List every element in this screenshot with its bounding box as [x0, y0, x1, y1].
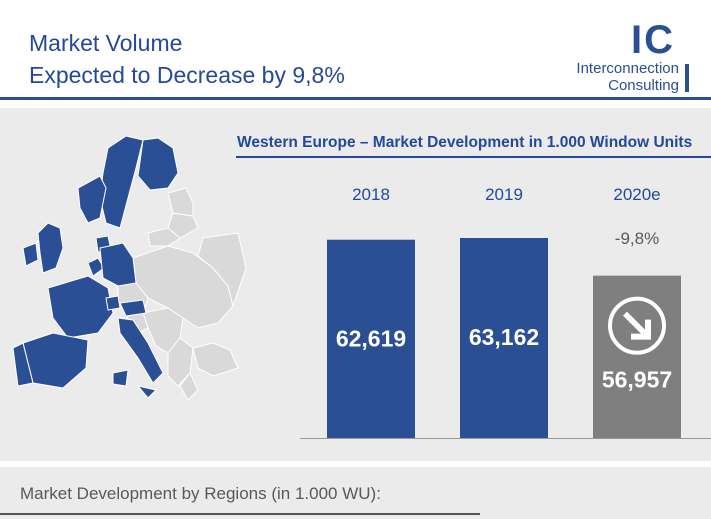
company-logo: IC Interconnection Consulting — [553, 18, 693, 94]
europe-map-icon — [12, 135, 247, 401]
footer-divider — [0, 513, 480, 515]
logo-mark: IC — [631, 18, 675, 62]
logo-bar — [685, 64, 689, 92]
value-label-2020e: 56,957 — [602, 367, 672, 393]
page-title: Market Volume Expected to Decrease by 9,… — [29, 27, 345, 91]
chart-title: Western Europe – Market Development in 1… — [237, 134, 693, 151]
header-divider — [0, 97, 711, 100]
bar-2018 — [327, 239, 415, 438]
category-label-2018: 2018 — [352, 185, 390, 204]
page-title-line-1: Market Volume — [29, 30, 183, 56]
category-label-2020e: 2020e — [613, 185, 660, 204]
logo-text-line-2: Consulting — [608, 77, 679, 94]
decrease-arrow-icon — [623, 311, 651, 340]
bar-2019 — [460, 238, 548, 438]
bar-2020e — [593, 275, 681, 438]
footer-section-title: Market Development by Regions (in 1.000 … — [20, 484, 381, 503]
change-annotation: -9,8% — [615, 229, 659, 248]
chart-title-underline — [236, 156, 711, 158]
value-label-2019: 63,162 — [469, 324, 539, 350]
bar-chart: 2018 62,619 2019 63,162 2020e 56,957 -9,8% — [300, 185, 711, 439]
page-title-line-2: Expected to Decrease by 9,8% — [29, 62, 345, 88]
header: Market Volume Expected to Decrease by 9,… — [0, 0, 711, 100]
footer-panel — [0, 467, 711, 519]
category-label-2019: 2019 — [485, 185, 523, 204]
value-label-2018: 62,619 — [336, 326, 406, 352]
decrease-arrow-circle — [608, 296, 666, 355]
logo-text-line-1: Interconnection — [576, 60, 679, 77]
